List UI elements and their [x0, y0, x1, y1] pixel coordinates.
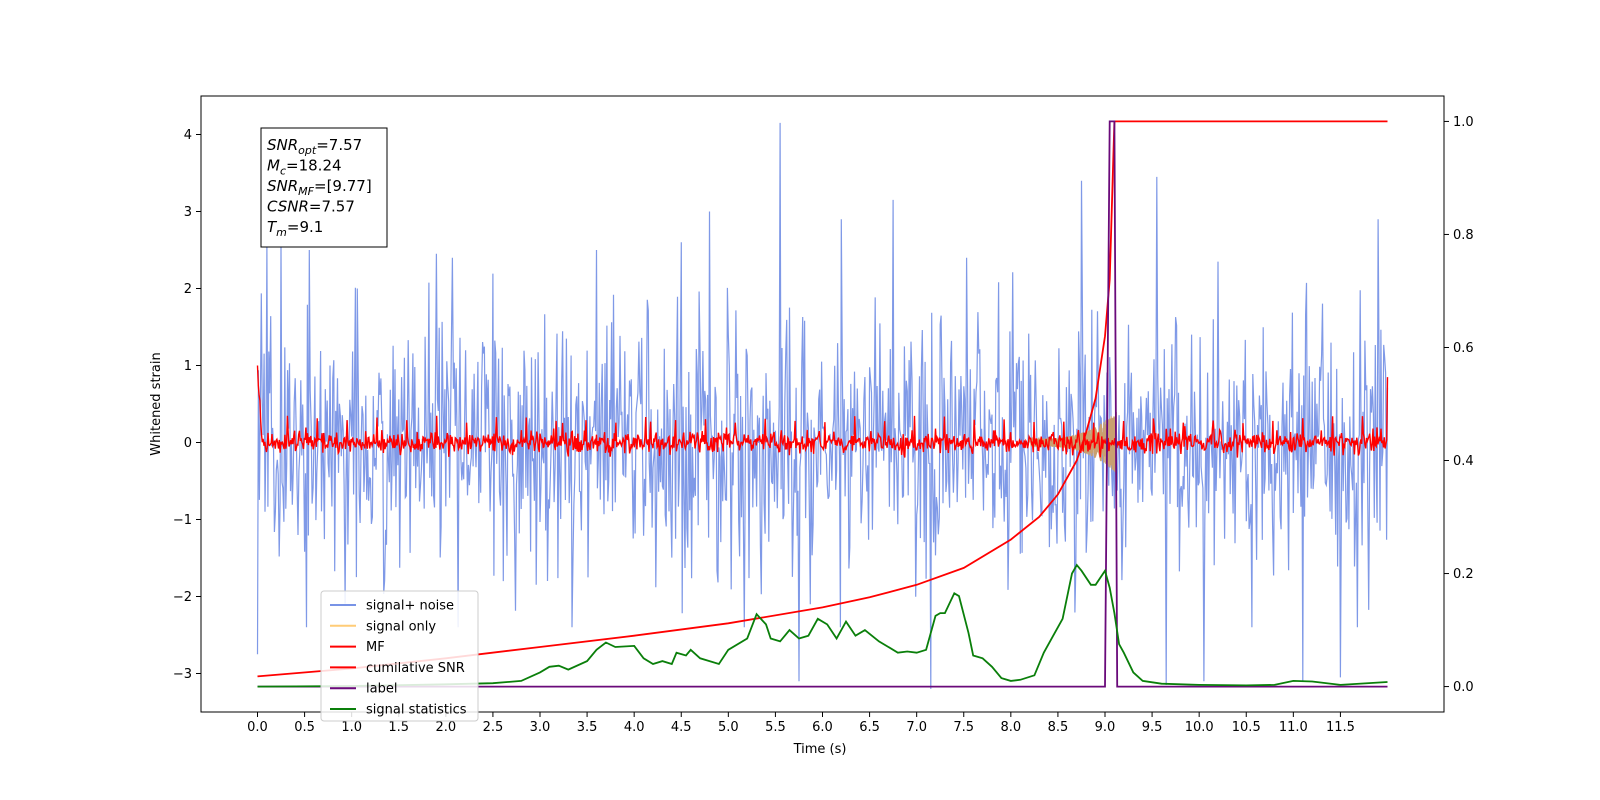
- y2-tick-label: 0.6: [1453, 341, 1474, 356]
- x-tick-label: 4.5: [671, 720, 692, 735]
- y2-tick-label: 0.0: [1453, 680, 1474, 695]
- x-tick-label: 9.0: [1095, 720, 1116, 735]
- legend-label: signal only: [366, 619, 436, 634]
- x-tick-label: 3.0: [530, 720, 551, 735]
- annotation-box: SNRopt=7.57Mc=18.24SNRMF=[9.77]CSNR=7.57…: [260, 127, 388, 248]
- y2-tick-label: 0.2: [1453, 567, 1474, 582]
- y-tick-label: 0: [184, 436, 192, 451]
- y-tick-label: 2: [184, 282, 192, 297]
- y-tick-label: −3: [173, 667, 192, 682]
- annotation-line: Tm=9.1: [267, 218, 323, 239]
- x-tick-label: 3.5: [577, 720, 598, 735]
- y-tick-label: −2: [173, 590, 192, 605]
- y2-tick-label: 1.0: [1453, 115, 1474, 130]
- annotation-line: CSNR=7.57: [267, 198, 355, 216]
- x-tick-label: 7.5: [953, 720, 974, 735]
- legend-frame: [320, 590, 479, 722]
- y-tick-label: 1: [184, 359, 192, 374]
- x-tick-label: 10.5: [1232, 720, 1261, 735]
- x-tick-label: 2.5: [483, 720, 504, 735]
- series-signal-noise-line: [256, 122, 1389, 689]
- x-tick-label: 1.5: [388, 720, 409, 735]
- x-axis-label: Time (s): [793, 742, 847, 757]
- legend-label: signal statistics: [366, 703, 467, 718]
- y2-tick-label: 0.8: [1453, 228, 1474, 243]
- series-label-line: [257, 120, 1388, 688]
- legend-label: label: [366, 682, 397, 697]
- y-tick-label: −1: [173, 513, 192, 528]
- x-tick-label: 10.0: [1185, 720, 1214, 735]
- x-tick-label: 0.5: [294, 720, 315, 735]
- x-tick-label: 11.5: [1326, 720, 1355, 735]
- x-tick-label: 1.0: [341, 720, 362, 735]
- y-axis-label: Whitened strain: [149, 352, 164, 455]
- plot-area: [256, 120, 1389, 689]
- legend-label: cumilative SNR: [366, 661, 465, 676]
- annotation-line: Mc=18.24: [267, 157, 342, 178]
- legend: signal+ noise signal only MF cumilative SNR…: [320, 590, 479, 722]
- y-tick-label: 3: [184, 205, 192, 220]
- legend-label: MF: [366, 640, 385, 655]
- legend-label: signal+ noise: [366, 599, 454, 614]
- x-tick-label: 8.0: [1000, 720, 1021, 735]
- y-tick-label: 4: [184, 128, 192, 143]
- annotation-frame: [260, 127, 388, 248]
- y2-tick-label: 0.4: [1453, 454, 1474, 469]
- annotation-line: SNRMF=[9.77]: [267, 177, 372, 198]
- x-tick-label: 9.5: [1142, 720, 1163, 735]
- axes: 0.0 0.5 1.0 1.5 2.0 2.5 3.0 3.5 4.0 4.5 5.0 5.5 6.0 6…: [173, 115, 1474, 735]
- x-tick-label: 8.5: [1048, 720, 1069, 735]
- x-tick-label: 4.0: [624, 720, 645, 735]
- x-tick-label: 0.0: [247, 720, 268, 735]
- x-tick-label: 6.5: [859, 720, 880, 735]
- x-tick-label: 7.0: [906, 720, 927, 735]
- x-tick-label: 6.0: [812, 720, 833, 735]
- x-tick-label: 11.0: [1279, 720, 1308, 735]
- series-signal-statistics-line: [257, 563, 1388, 688]
- annotation-line: SNRopt=7.57: [267, 136, 362, 157]
- series-mf-line: [256, 365, 1389, 458]
- x-tick-label: 5.5: [765, 720, 786, 735]
- x-tick-label: 5.0: [718, 720, 739, 735]
- x-tick-label: 2.0: [435, 720, 456, 735]
- series-cumilative-snr-line: [257, 120, 1388, 678]
